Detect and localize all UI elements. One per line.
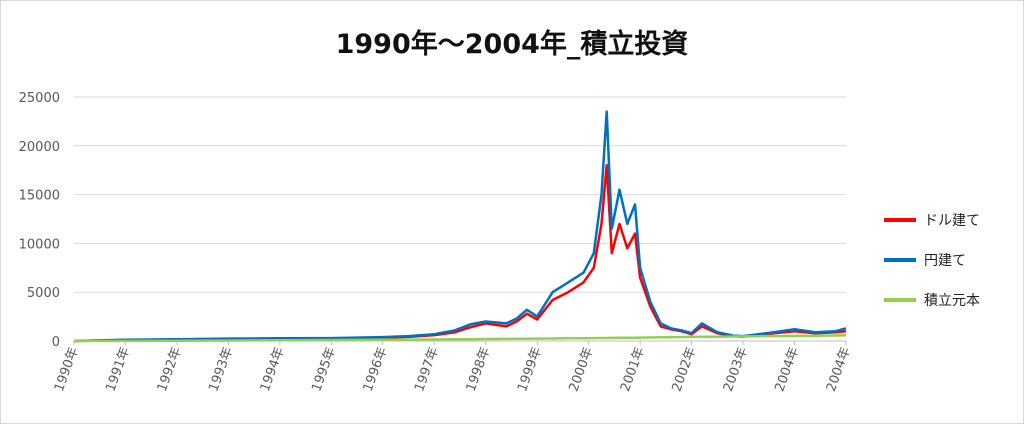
legend-swatch-dollar (884, 218, 916, 222)
legend-swatch-principal (884, 298, 916, 302)
x-tick-label: 1994年 (258, 345, 288, 393)
chart-title: 1990年～2004年_積立投資 (335, 29, 689, 60)
x-tick-label: 1999年 (515, 345, 545, 393)
legend-item-principal: 積立元本 (884, 280, 980, 320)
x-tick-label: 1991年 (103, 345, 133, 393)
y-tick-label: 25000 (19, 91, 60, 106)
x-tick-label: 2004年 (772, 345, 802, 393)
legend-item-yen: 円建て (884, 240, 980, 280)
chart-legend: ドル建て 円建て 積立元本 (884, 200, 980, 320)
y-tick-label: 0 (52, 335, 60, 350)
x-tick-label: 2001年 (618, 345, 648, 393)
legend-label-yen: 円建て (924, 253, 966, 269)
x-tick-label: 2000年 (567, 345, 597, 393)
x-tick-label: 1993年 (206, 345, 236, 393)
series-line-principal (73, 334, 847, 343)
legend-label-dollar: ドル建て (924, 213, 980, 229)
x-tick-label: 1998年 (464, 345, 494, 393)
x-tick-label: 1992年 (155, 345, 185, 393)
x-tick-label: 2004年 (824, 345, 854, 393)
y-tick-label: 15000 (19, 189, 60, 204)
x-tick-label: 2002年 (669, 345, 699, 393)
x-tick-label: 1990年 (52, 345, 82, 393)
legend-item-dollar: ドル建て (884, 200, 980, 240)
y-tick-label: 10000 (19, 237, 60, 252)
y-tick-label: 20000 (19, 140, 60, 155)
legend-swatch-yen (884, 258, 916, 262)
series-line-dollar (73, 164, 847, 343)
legend-label-principal: 積立元本 (924, 293, 980, 309)
x-tick-label: 1997年 (412, 345, 442, 393)
x-tick-label: 1995年 (309, 345, 339, 393)
x-tick-label: 1996年 (361, 345, 391, 393)
x-tick-label: 2003年 (721, 345, 751, 393)
y-tick-label: 5000 (27, 286, 60, 301)
